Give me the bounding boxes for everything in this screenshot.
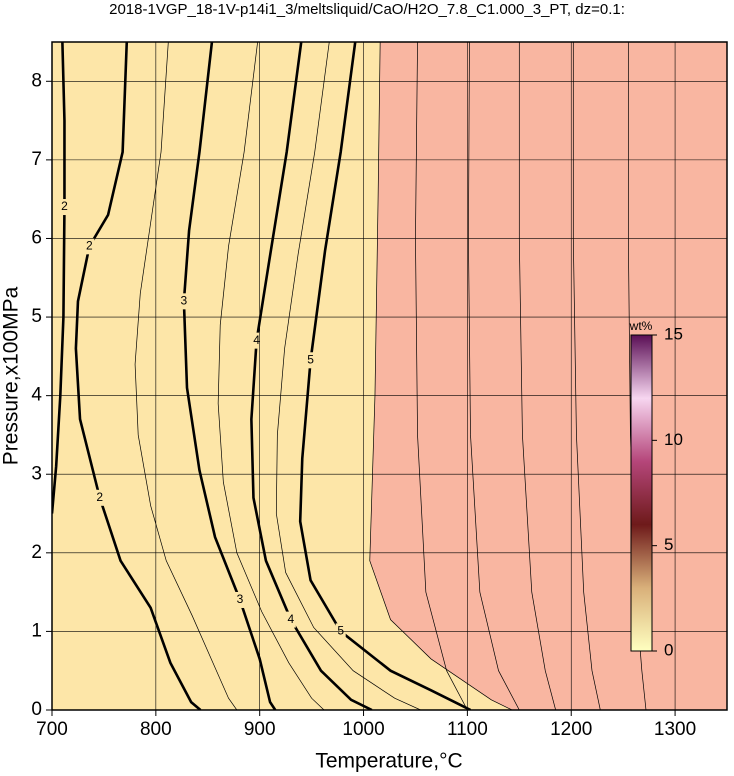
colorbar-tick-label: 15 [664,324,683,343]
y-tick-label: 1 [31,620,42,641]
contour-label-bg [285,611,296,628]
fill-high [369,42,727,710]
contour-label: 4 [288,612,295,626]
x-tick-label: 1300 [654,719,696,740]
chart-title: 2018-1VGP_18-1V-p14i1_3/meltsliquid/CaO/… [109,1,625,18]
y-tick-label: 4 [31,385,42,406]
contour-line [468,42,520,710]
x-tick-label: 800 [140,719,172,740]
contour-label: 5 [307,352,314,366]
contour-line [369,42,513,710]
colorbar-label: wt% [629,319,653,333]
contour-line [217,42,325,710]
x-tick-label: 900 [244,719,276,740]
contour-label-bg [305,352,316,369]
contour-line [182,42,277,710]
y-tick-label: 0 [31,699,42,720]
contour-label: 5 [337,624,344,638]
contour-line [74,42,202,710]
contour-label-bg [234,591,245,608]
plot-area: 2 2 2 3 3 4 4 5 5 [52,42,727,710]
plot-frame [51,41,728,711]
contour-label-bg [84,238,95,255]
y-tick-label: 3 [31,463,42,484]
contour-label: 2 [61,199,68,213]
contour-line [518,42,556,710]
contour-line [572,42,601,710]
overlay: 700 800 900 1000 1100 1200 1300 0 1 2 3 4 5 6 7 8 0 5 10 15 [31,41,728,740]
y-tick-label: 8 [31,70,42,91]
contour-label: 2 [96,490,103,504]
colorbar-tick-label: 10 [664,430,683,449]
y-tick-label: 2 [31,542,42,563]
x-tick-label: 700 [36,719,68,740]
contour-line [298,42,472,710]
contour-label: 2 [86,239,93,253]
x-tick-label: 1200 [550,719,592,740]
contour-label: 3 [181,294,188,308]
contour-line [415,42,468,710]
y-tick-label: 6 [31,227,42,248]
contour-label: 3 [237,592,244,606]
x-axis-title: Temperature,°C [315,750,462,773]
contour-label-bg [59,199,70,216]
colorbar [630,334,653,652]
contour-line [134,42,238,710]
x-tick-label: 1100 [447,719,488,740]
colorbar-tick-label: 5 [664,535,673,554]
x-tick-label: 1000 [342,719,384,740]
colorbar-tick-label: 0 [664,640,673,659]
contour-label-bg [251,332,262,349]
contour-label: 4 [253,333,260,347]
contour-line [275,42,421,710]
y-tick-label: 7 [31,149,42,170]
contour-line [250,42,373,710]
y-tick-label: 5 [31,306,42,327]
y-axis-title: Pressure,x100MPa [0,286,23,465]
contour-label-bg [94,489,105,506]
contour-label-bg [178,293,189,310]
